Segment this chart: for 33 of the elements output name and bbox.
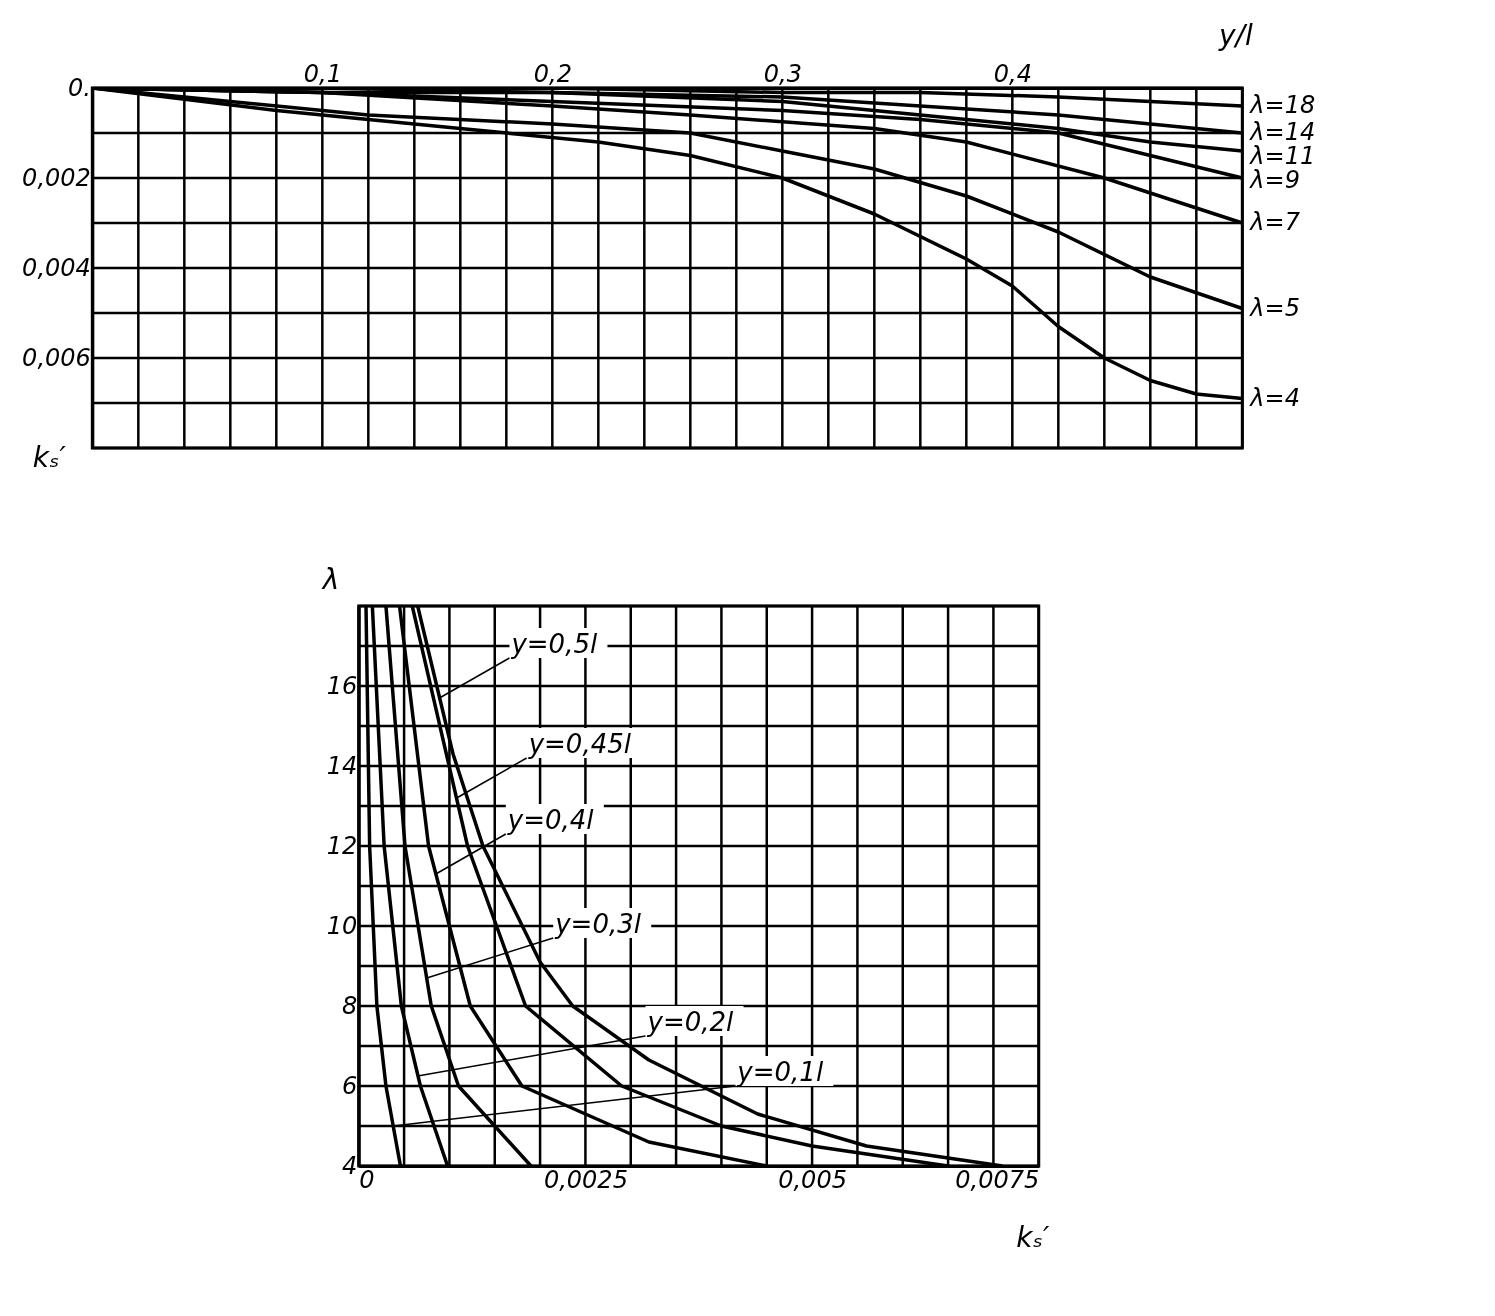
y-tick-label: 8 [341,991,358,1020]
series-label: λ=5 [1248,293,1300,322]
y-tick-label: 10 [326,911,358,940]
y-axis-title: kₛ′ [32,440,67,474]
x-tick-label: 0,0025 [543,1165,628,1194]
series-label: λ=7 [1248,208,1301,236]
y-tick-label: 4 [341,1151,358,1180]
annotation: y=0,3l [554,909,642,939]
y-tick-label: 0,004 [22,253,91,282]
y-tick-label: 12 [326,831,358,860]
x-tick-label: 0,3 [763,59,802,88]
x-tick-label: 0,0075 [955,1165,1040,1194]
annotation: y=0,2l [646,1007,735,1037]
x-tick-label: 0,4 [993,59,1032,88]
y-tick-label: 16 [326,671,358,700]
x-tick-label: 0,2 [533,59,572,88]
x-tick-label: 0,1 [303,59,342,88]
annotation: y=0,1l [736,1057,824,1087]
annotation: y=0,45l [527,729,632,759]
series-label: λ=18 [1248,91,1316,119]
x-axis-title: y/l [1218,18,1254,52]
x-tick-label: 0,005 [778,1165,847,1194]
y-tick-label: 6 [341,1071,358,1100]
annotation: y=0,4l [506,805,595,835]
y-tick-label: 0,006 [22,343,91,372]
y-tick-label: 0,002 [22,163,91,192]
y-tick-label: 0. [67,73,91,102]
y-tick-label: 14 [326,751,358,780]
y-axis-title: λ [320,562,340,596]
series-label: λ=4 [1248,383,1300,412]
x-tick-label: 0 [359,1165,375,1194]
annotation: y=0,5l [510,629,598,659]
x-axis-title: kₛ′ [1016,1220,1050,1254]
